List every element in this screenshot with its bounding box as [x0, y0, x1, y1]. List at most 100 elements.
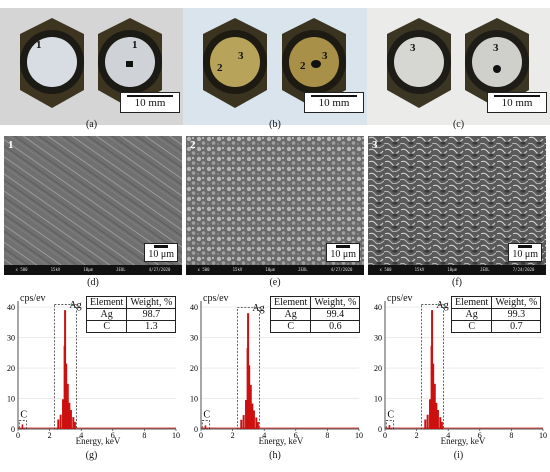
y-tick-label: 10 [7, 395, 15, 404]
table-header: Element [85, 296, 128, 309]
sem-e-label: 2 [190, 139, 196, 151]
caption-a: (a) [85, 119, 98, 130]
c-peak-label: C [203, 409, 210, 420]
ag-peak-bar [424, 419, 427, 429]
photo-c-label-1: 3 [410, 42, 416, 54]
table-header: Weight, % [491, 296, 542, 309]
c-peak-label: C [20, 409, 27, 420]
sem-panel-f: 3 10 μm x 500 15kV 10μm JEOL 7/24/2020 (f) [368, 136, 546, 290]
x-tick-label: 8 [142, 431, 146, 440]
sem-f-scale: 10 μm [508, 243, 542, 262]
sem-e-image: 2 10 μm x 500 15kV 10μm JEOL 4/27/2020 [186, 136, 364, 275]
table-cell: C [269, 320, 312, 333]
ag-peak-bar [72, 417, 75, 429]
photo-panel-b: 2 3 3 2 3 10 mm (b) [183, 0, 367, 133]
x-tick-label: 2 [231, 431, 235, 440]
ag-peak-bar [242, 415, 245, 429]
sem-f-info-strip: x 500 15kV 10μm JEOL 7/24/2020 [368, 265, 546, 275]
table-cell: Ag [269, 308, 312, 321]
table-row: C 0.7 [450, 320, 542, 333]
x-tick-label: 4 [79, 431, 83, 440]
ag-peak-bar [69, 409, 72, 429]
x-tick-label: 6 [294, 431, 298, 440]
ag-peak-bar [64, 310, 67, 429]
ag-peak-label: Ag [252, 303, 264, 314]
ag-peak-bar [57, 419, 60, 429]
photo-a-left-face [27, 37, 77, 87]
sem-f-image: 3 10 μm x 500 15kV 10μm JEOL 7/24/2020 [368, 136, 546, 275]
photo-c-right-face [472, 37, 522, 87]
ag-peak-bar [426, 414, 429, 429]
sem-d-label: 1 [8, 139, 14, 151]
x-tick-label: 6 [111, 431, 115, 440]
x-tick-label: 2 [415, 431, 419, 440]
photo-c-image [367, 8, 550, 125]
photo-c-left-face [394, 37, 444, 87]
ag-peak-bar [245, 400, 248, 429]
table-cell: Ag [85, 308, 128, 321]
photo-b-label-3a: 3 [238, 50, 244, 62]
photo-a-scale: 10 mm [120, 92, 180, 113]
ag-peak-bar [256, 422, 259, 429]
x-tick-label: 8 [325, 431, 329, 440]
eds-i-table: Element Weight, % Ag 99.3 C 0.7 [450, 296, 542, 333]
ag-peak-bar [65, 363, 68, 429]
photo-c-label-2: 3 [493, 42, 499, 54]
photo-a-label-1: 1 [36, 39, 42, 51]
c-window [385, 420, 395, 430]
table-row: Element Weight, % [269, 296, 361, 309]
eds-h-xlabel: Energy, keV [258, 436, 304, 446]
eds-i-ylabel: cps/ev [387, 293, 413, 304]
ag-peak-bar [439, 417, 442, 429]
table-cell: Ag [450, 308, 493, 321]
ag-peak-label: Ag [436, 300, 448, 311]
photo-b-scale: 10 mm [304, 92, 364, 113]
y-tick-label: 40 [374, 303, 382, 312]
y-tick-label: 30 [374, 334, 382, 343]
table-row: Element Weight, % [450, 296, 542, 309]
y-tick-label: 40 [7, 303, 15, 312]
x-tick-label: 10 [172, 431, 180, 440]
y-tick-label: 30 [190, 334, 198, 343]
photo-b-label-2a: 2 [217, 62, 223, 74]
sem-d-image: 1 10 μm x 500 15kV 10μm JEOL 4/27/2020 [4, 136, 182, 275]
spectrum [18, 310, 176, 429]
x-tick-label: 0 [199, 431, 203, 440]
y-tick-label: 0 [11, 425, 15, 434]
eds-panel-h: 0 2 4 6 8 10 0 10 20 30 40 Ag C cps/ev Element Weight… [183, 291, 367, 467]
ag-peak-bar [252, 410, 255, 429]
table-cell: 99.3 [491, 308, 542, 321]
photo-c-scale: 10 mm [487, 92, 547, 113]
sem-f-label: 3 [372, 139, 378, 151]
caption-c: (c) [452, 119, 465, 130]
caption-f: (f) [452, 277, 462, 288]
caption-g: (g) [85, 450, 98, 461]
x-tick-label: 6 [478, 431, 482, 440]
spectrum [385, 310, 543, 429]
photo-b-label-2c: 2 [300, 60, 306, 72]
table-cell: 1.3 [126, 320, 177, 333]
c-peak-bar [204, 425, 207, 429]
caption-e: (e) [269, 277, 281, 288]
caption-d: (d) [87, 277, 99, 288]
photo-b-label-3c: 3 [322, 50, 328, 62]
table-header: Element [450, 296, 493, 309]
y-tick-label: 10 [374, 395, 382, 404]
ag-peak-bar [66, 383, 69, 429]
sem-d-scale: 10 μm [144, 243, 178, 262]
x-tick-label: 0 [383, 431, 387, 440]
x-tick-label: 4 [446, 431, 450, 440]
eds-g-xlabel: Energy, keV [75, 436, 121, 446]
table-row: Ag 99.4 [269, 308, 361, 321]
eds-panel-g: 0 2 4 6 8 10 0 10 20 30 40 Ag C cps/ev Element Weight… [0, 291, 183, 467]
ag-peak-bar [429, 399, 432, 429]
c-peak-bar [388, 425, 391, 429]
caption-h: (h) [269, 450, 281, 461]
table-row: Element Weight, % [85, 296, 177, 309]
sem-e-scale: 10 μm [326, 243, 360, 262]
photo-a-image [0, 8, 183, 125]
x-tick-label: 8 [509, 431, 513, 440]
y-tick-label: 20 [7, 364, 15, 373]
